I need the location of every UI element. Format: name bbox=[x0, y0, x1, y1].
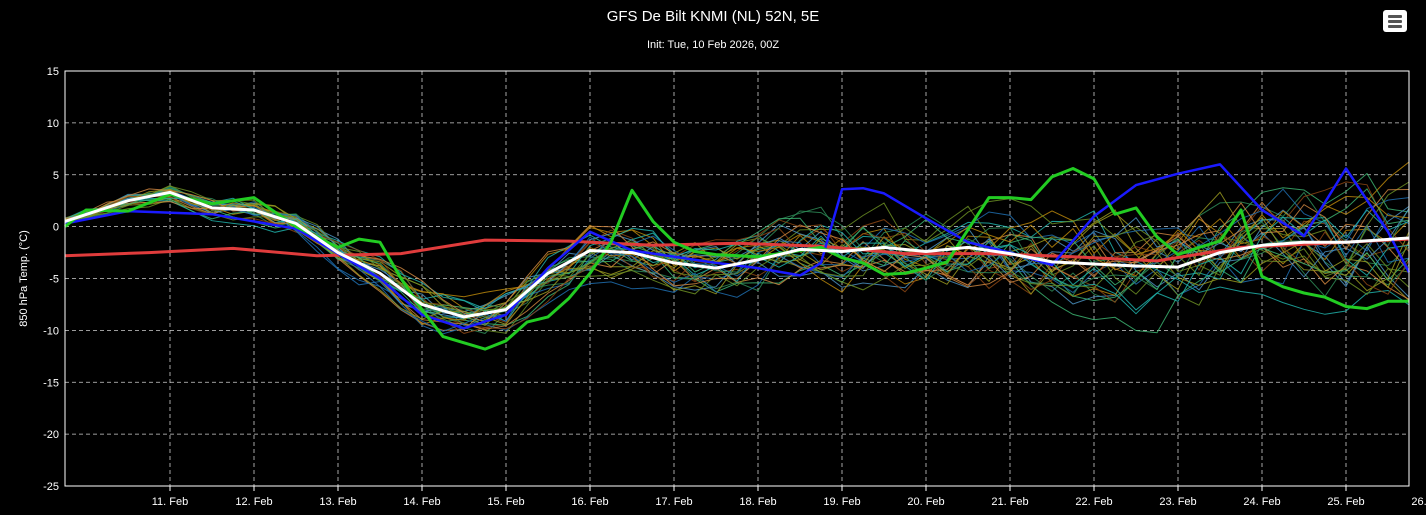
x-tick-label: 23. Feb bbox=[1159, 496, 1196, 508]
y-tick-label: -5 bbox=[49, 274, 59, 286]
x-tick-label: 20. Feb bbox=[907, 496, 944, 508]
y-tick-label: 0 bbox=[53, 222, 59, 234]
plot-frame bbox=[64, 70, 1410, 487]
x-tick-label: 13. Feb bbox=[319, 496, 356, 508]
ensemble-member-line bbox=[64, 185, 1410, 317]
x-tick-label: 12. Feb bbox=[235, 496, 272, 508]
y-axis-label: 850 hPa Temp. (°C) bbox=[18, 230, 30, 327]
chart-subtitle: Init: Tue, 10 Feb 2026, 00Z bbox=[646, 39, 780, 51]
hamburger-menu-icon[interactable] bbox=[1383, 10, 1407, 32]
x-tick-label: 11. Feb bbox=[152, 496, 189, 508]
climatology-line bbox=[64, 237, 1410, 263]
x-tick-label: 24. Feb bbox=[1243, 496, 1280, 508]
y-tick-label: 10 bbox=[47, 118, 59, 130]
x-tick-label: 19. Feb bbox=[823, 496, 860, 508]
y-tick-label: -25 bbox=[43, 481, 59, 493]
x-tick-label: 17. Feb bbox=[655, 496, 692, 508]
ensemble-member-line bbox=[64, 200, 1410, 325]
y-tick-label: -10 bbox=[43, 325, 59, 337]
y-tick-label: 15 bbox=[47, 66, 59, 78]
x-tick-label: 15. Feb bbox=[487, 496, 524, 508]
series-layer bbox=[64, 163, 1411, 351]
y-tick-label: 5 bbox=[53, 170, 59, 182]
x-tick-label: 16. Feb bbox=[571, 496, 608, 508]
ensemble-members-layer bbox=[64, 161, 1410, 335]
chart-title: GFS De Bilt KNMI (NL) 52N, 5E bbox=[606, 8, 820, 25]
x-tick-label: 18. Feb bbox=[739, 496, 776, 508]
axis-layer: 15 10 5 0 -5 -10 -15 -20 -25 11. Feb 12. Feb 13. Fe… bbox=[18, 66, 1426, 508]
y-tick-label: -15 bbox=[43, 377, 59, 389]
x-tick-label: 22. Feb bbox=[1075, 496, 1112, 508]
x-tick-label: 14. Feb bbox=[403, 496, 440, 508]
ensemble-member-line bbox=[64, 189, 1410, 326]
y-tick-label: -20 bbox=[43, 429, 59, 441]
x-tick-label: 21. Feb bbox=[991, 496, 1028, 508]
x-tick-label: 25. Feb bbox=[1327, 496, 1364, 508]
control-line bbox=[64, 163, 1411, 330]
ensemble-member-line bbox=[64, 199, 1410, 322]
mean-line bbox=[64, 190, 1410, 319]
x-tick-label: 26. Feb bbox=[1411, 496, 1426, 508]
